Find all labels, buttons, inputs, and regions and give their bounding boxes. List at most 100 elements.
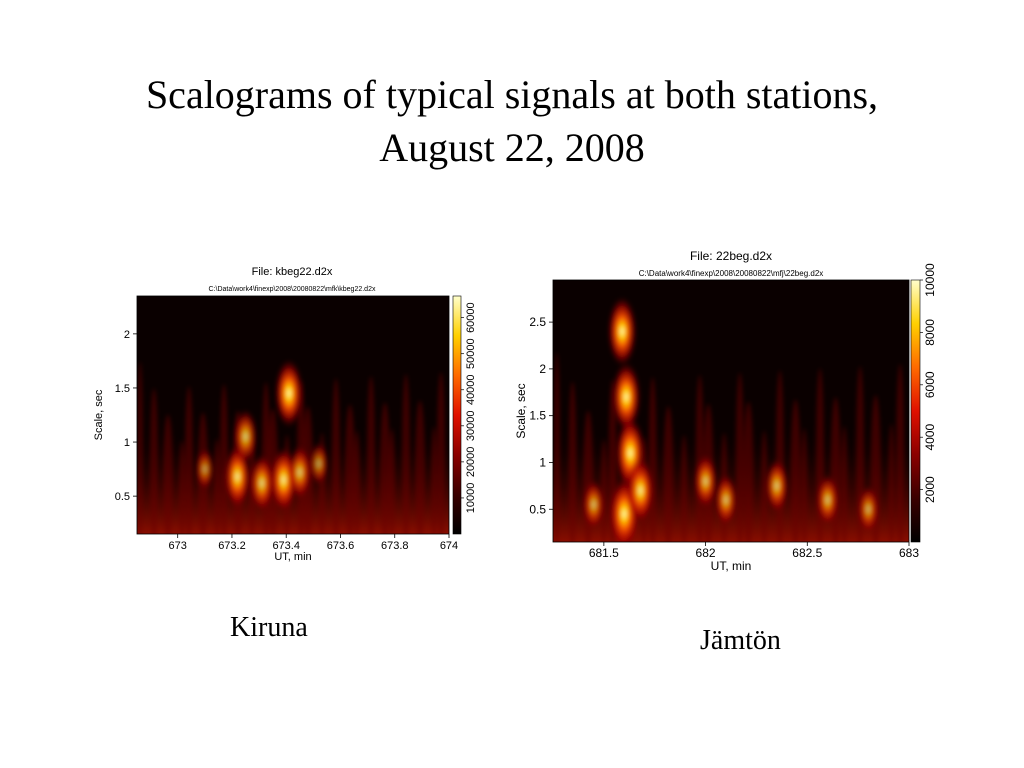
feature-blob xyxy=(764,458,789,514)
feature-blob xyxy=(195,448,215,491)
plot-frame xyxy=(552,279,910,543)
feature-layer xyxy=(582,296,879,542)
streak-mark xyxy=(888,423,895,542)
x-tick-label: 681.5 xyxy=(589,546,619,560)
feature-blob xyxy=(626,457,655,524)
y-tick-label: 1.5 xyxy=(529,409,546,423)
slide-title-line-2: August 22, 2008 xyxy=(379,125,645,170)
streak-mark xyxy=(790,399,801,542)
feature-blob xyxy=(233,408,258,465)
streak-mark xyxy=(663,406,674,542)
streak-mark xyxy=(332,378,340,534)
kiruna-scalogram: 673 673.2 673.4 673.6 673.8 674 0.5 1 1.5 2 UT, mi… xyxy=(80,262,490,572)
plot-frame xyxy=(136,295,450,535)
y-tick-label: 2 xyxy=(124,329,130,341)
chart-file-path: C:\Data\work4\finexp\2008\20080822\mfj\2… xyxy=(639,269,824,278)
streak-mark xyxy=(553,352,560,542)
streak-mark xyxy=(179,440,185,534)
x-axis-label: UT, min xyxy=(274,551,311,563)
x-tick-label: 673.8 xyxy=(381,540,409,552)
streak-mark xyxy=(681,435,688,542)
colorbar-tick-label: 10000 xyxy=(923,263,937,297)
feature-blob xyxy=(816,473,840,526)
streak-mark xyxy=(389,428,395,534)
feature-blob xyxy=(274,359,304,428)
x-axis-label: UT, min xyxy=(711,559,752,573)
x-tick-label: 683 xyxy=(899,546,919,560)
streak-mark xyxy=(816,368,824,542)
colorbar-tick-label: 6000 xyxy=(923,371,937,398)
feature-blob xyxy=(308,441,329,486)
colorbar xyxy=(910,279,921,543)
colorbar-tick-label: 8000 xyxy=(923,319,937,346)
streak-mark xyxy=(896,363,905,542)
streak-mark xyxy=(163,414,173,534)
streak-mark xyxy=(568,381,577,542)
heatmap-area xyxy=(553,296,909,542)
feature-layer xyxy=(195,359,329,513)
y-tick-label: 1.5 xyxy=(115,383,130,395)
streak-mark xyxy=(437,372,445,534)
feature-blob xyxy=(287,445,312,500)
y-tick-label: 2 xyxy=(539,362,546,376)
feature-blob xyxy=(607,296,637,367)
feature-blob xyxy=(693,453,718,509)
streak-mark xyxy=(735,372,744,542)
x-tick-label: 673 xyxy=(169,540,187,552)
jamton-scalogram: 681.5 682 682.5 683 0.5 1 1.5 2 2.5 UT, min Scale,… xyxy=(505,246,955,580)
slide-title-line-1: Scalograms of typical signals at both st… xyxy=(145,72,879,117)
y-axis-label: Scale, sec xyxy=(514,383,528,438)
streak-mark xyxy=(354,430,360,534)
y-tick-label: 0.5 xyxy=(115,491,130,503)
feature-blob xyxy=(249,454,275,513)
jamton-scalogram-svg: 681.5 682 682.5 683 0.5 1 1.5 2 2.5 UT, min Scale,… xyxy=(514,249,937,573)
streak-mark xyxy=(431,426,437,534)
colorbar-tick-label: 50000 xyxy=(465,338,477,369)
streak-mark xyxy=(150,388,158,534)
feature-blob xyxy=(611,362,641,432)
y-tick-label: 2.5 xyxy=(529,315,546,329)
streak-mark xyxy=(841,426,848,542)
kiruna-scalogram-svg: 673 673.2 673.4 673.6 673.8 674 0.5 1 1.5 2 UT, mi… xyxy=(93,266,477,563)
streak-mark xyxy=(185,386,193,534)
feature-blob xyxy=(714,473,738,526)
feature-blob xyxy=(857,485,879,534)
x-tick-label: 673.4 xyxy=(272,540,300,552)
chart-file-path: C:\Data\work4\finexp\2008\20080822\mfk\k… xyxy=(209,286,376,293)
chart-file-title: File: kbeg22.d2x xyxy=(252,266,333,278)
feature-blob xyxy=(582,479,605,530)
y-tick-label: 1 xyxy=(124,437,130,449)
streak-mark xyxy=(761,430,768,542)
streak-mark xyxy=(345,404,355,534)
colorbar-tick-label: 60000 xyxy=(465,302,477,333)
x-tick-label: 673.2 xyxy=(218,540,246,552)
streak-mark xyxy=(367,376,375,534)
streak-mark xyxy=(415,400,425,534)
colorbar-tick-label: 10000 xyxy=(465,483,477,514)
streak-mark xyxy=(402,374,410,534)
colorbar-tick-label: 2000 xyxy=(923,476,937,503)
chart-file-title: File: 22beg.d2x xyxy=(690,249,772,263)
y-axis-label: Scale, sec xyxy=(93,389,105,440)
y-tick-label: 1 xyxy=(539,455,546,469)
streak-mark xyxy=(220,384,228,534)
colorbar-tick-label: 30000 xyxy=(465,411,477,442)
station-label-jamton: Jämtön xyxy=(700,625,781,656)
streak-mark xyxy=(801,428,808,542)
streak-mark xyxy=(380,402,390,534)
y-tick-label: 0.5 xyxy=(529,502,546,516)
colorbar-tick-label: 4000 xyxy=(923,424,937,451)
x-tick-label: 673.6 xyxy=(327,540,355,552)
streak-mark xyxy=(648,377,657,542)
streak-mark xyxy=(830,397,841,542)
x-tick-label: 674 xyxy=(440,540,458,552)
x-tick-label: 682 xyxy=(696,546,716,560)
streak-mark xyxy=(137,362,143,534)
heatmap-area xyxy=(137,359,449,534)
colorbar-tick-label: 40000 xyxy=(465,374,477,405)
colorbar xyxy=(452,295,462,535)
slide-title: Scalograms of typical signals at both st… xyxy=(0,68,1024,174)
station-label-kiruna: Kiruna xyxy=(230,612,308,643)
streak-mark xyxy=(214,438,220,534)
streak-mark xyxy=(743,401,754,542)
